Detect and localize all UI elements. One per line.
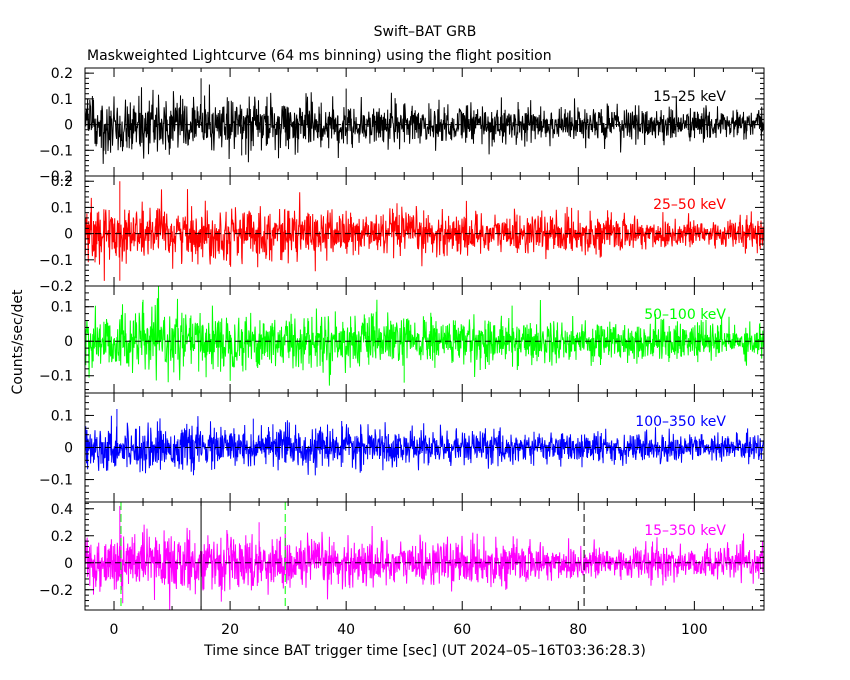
x-tick-label: 0 [110, 622, 119, 638]
y-tick-label: 0.1 [51, 92, 73, 108]
panel-frame [84, 501, 765, 611]
panel-1: 0.2 0.1 0 −0.1 −0.2 25–50 keV [39, 174, 765, 295]
y-tick-label: −0.1 [39, 143, 73, 159]
y-tick-label: 0.2 [51, 174, 73, 190]
x-tick-label: 40 [337, 622, 355, 638]
x-tick-label: 80 [569, 622, 587, 638]
y-tick-label: −0.1 [39, 253, 73, 269]
y-tick-label: 0 [64, 441, 73, 457]
x-tick-label: 60 [453, 622, 471, 638]
band-label: 100–350 keV [635, 414, 726, 430]
light-curve-series [84, 189, 765, 281]
y-tick-label: −0.2 [39, 169, 73, 185]
band-label: 15–350 keV [644, 523, 726, 539]
y-tick-label: 0.2 [51, 66, 73, 82]
y-tick-label: 0.4 [51, 502, 73, 518]
chart-subtitle: Maskweighted Lightcurve (64 ms binning) … [87, 48, 552, 64]
band-label: 15–25 keV [653, 89, 726, 105]
y-tick-label: 0.2 [51, 529, 73, 545]
light-curve-series [84, 524, 765, 611]
chart-title: Swift–BAT GRB [374, 24, 477, 40]
y-tick-label: 0 [64, 227, 73, 243]
panel-0: 0.2 0.1 0 −0.1 −0.2 15–25 keV [39, 66, 765, 185]
panel-4: 0.4 0.2 0 −0.2 15–350 keV [39, 501, 765, 611]
light-curve-series [84, 285, 765, 386]
y-tick-label: 0 [64, 334, 73, 350]
x-axis: 0 20 40 60 80 100 [110, 622, 708, 638]
x-tick-label: 20 [221, 622, 239, 638]
y-tick-label: −0.1 [39, 369, 73, 385]
y-tick-label: 0.1 [51, 408, 73, 424]
panel-3: 0.1 0 −0.1 100–350 keV [39, 392, 765, 503]
panels-group: 0.2 0.1 0 −0.1 −0.2 15–25 keV 0.2 0.1 0 −0.1 −0.2 2… [39, 66, 765, 611]
y-tick-label: 0.1 [51, 300, 73, 316]
band-label: 25–50 keV [653, 197, 726, 213]
x-tick-label: 100 [681, 622, 708, 638]
band-label: 50–100 keV [644, 307, 726, 323]
y-axis-label: Counts/sec/det [10, 289, 26, 394]
y-tick-label: −0.2 [39, 583, 73, 599]
y-tick-label: −0.2 [39, 279, 73, 295]
y-tick-label: 0 [64, 118, 73, 134]
x-axis-label: Time since BAT trigger time [sec] (UT 20… [203, 643, 646, 659]
panel-2: 0.1 0 −0.1 50–100 keV [39, 285, 765, 394]
y-tick-label: 0.1 [51, 200, 73, 216]
y-tick-label: −0.1 [39, 473, 73, 489]
light-curve-series [84, 415, 765, 476]
light-curve-series [84, 84, 765, 164]
y-tick-label: 0 [64, 556, 73, 572]
